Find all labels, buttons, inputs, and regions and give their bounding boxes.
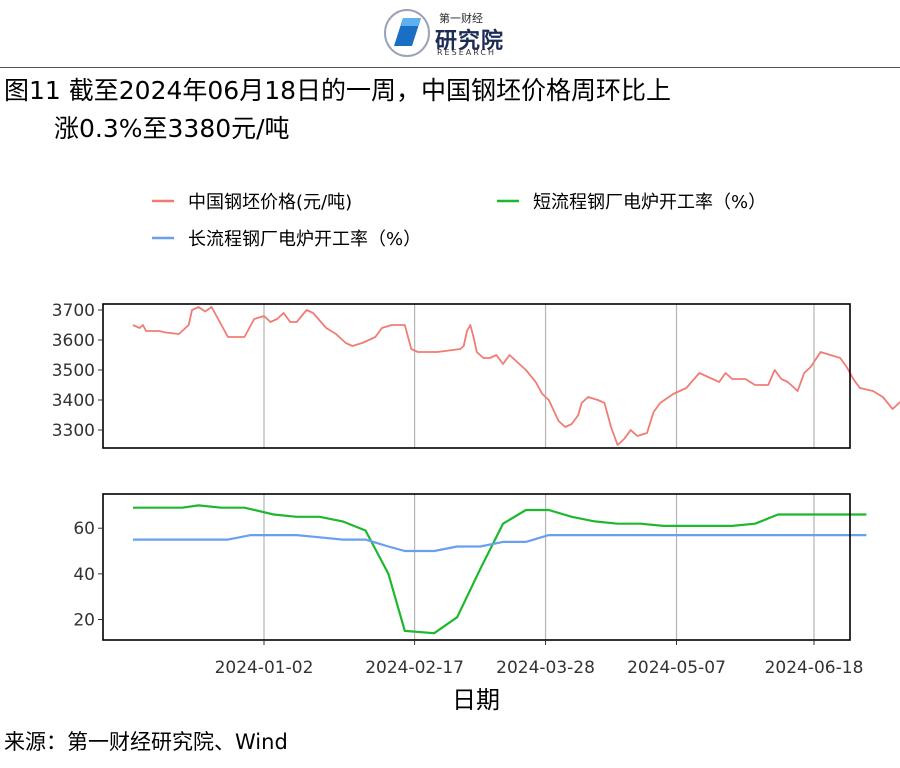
- figure-title: 图11 截至2024年06月18日的一周，中国钢坯价格周环比上 涨0.3%至33…: [4, 72, 884, 148]
- source-note: 来源：第一财经研究院、Wind: [4, 730, 288, 754]
- series-line: [132, 306, 900, 446]
- legend-label: 中国钢坯价格(元/吨): [188, 192, 352, 213]
- logo-small-text: 第一财经: [439, 12, 483, 25]
- logo-main-text: 研究院: [435, 29, 505, 54]
- x-axis-label: 日期: [452, 686, 500, 714]
- legend-label: 长流程钢厂电炉开工率（%）: [188, 229, 421, 250]
- series-line: [133, 533, 867, 553]
- y-tick-label: 3300: [52, 421, 95, 441]
- header-divider: [0, 67, 900, 68]
- logo-mark-icon: [384, 9, 430, 57]
- y-tick-label: 3600: [52, 331, 95, 351]
- figure-title-line2: 涨0.3%至3380元/吨: [54, 114, 290, 143]
- chart-area: 中国钢坯价格(元/吨) 短流程钢厂电炉开工率（%） 长流程钢厂电炉开工率（%） 33…: [52, 192, 900, 714]
- x-tick-label: 2024-06-18: [765, 658, 864, 678]
- series-line: [133, 504, 867, 635]
- x-tick-label: 2024-03-28: [496, 658, 595, 678]
- y-tick-label: 40: [73, 565, 95, 585]
- panel-frame: [102, 493, 851, 641]
- logo-sub-text: RESEARCH: [437, 48, 496, 57]
- legend-label: 短流程钢厂电炉开工率（%）: [533, 192, 766, 213]
- y-tick-label: 3700: [52, 301, 95, 321]
- figure-title-line1: 图11 截至2024年06月18日的一周，中国钢坯价格周环比上: [4, 76, 672, 105]
- brand-logo: 第一财经 研究院 RESEARCH: [383, 6, 523, 60]
- chart-legend: 中国钢坯价格(元/吨) 短流程钢厂电炉开工率（%） 长流程钢厂电炉开工率（%）: [152, 192, 766, 250]
- rates-panel: 20 40 60: [73, 493, 867, 641]
- panel-frame: [102, 303, 851, 449]
- y-tick-label: 3500: [52, 361, 95, 381]
- x-axis: 2024-01-02 2024-02-17 2024-03-28 2024-05-07…: [215, 640, 864, 714]
- report-header: 第一财经 研究院 RESEARCH: [0, 0, 900, 68]
- y-tick-label: 20: [73, 610, 95, 630]
- x-tick-label: 2024-05-07: [627, 658, 726, 678]
- price-panel: 3300 3400 3500 3600 3700: [52, 301, 900, 449]
- x-tick-label: 2024-02-17: [365, 658, 464, 678]
- y-tick-label: 3400: [52, 391, 95, 411]
- y-tick-label: 60: [73, 519, 95, 539]
- x-tick-label: 2024-01-02: [215, 658, 314, 678]
